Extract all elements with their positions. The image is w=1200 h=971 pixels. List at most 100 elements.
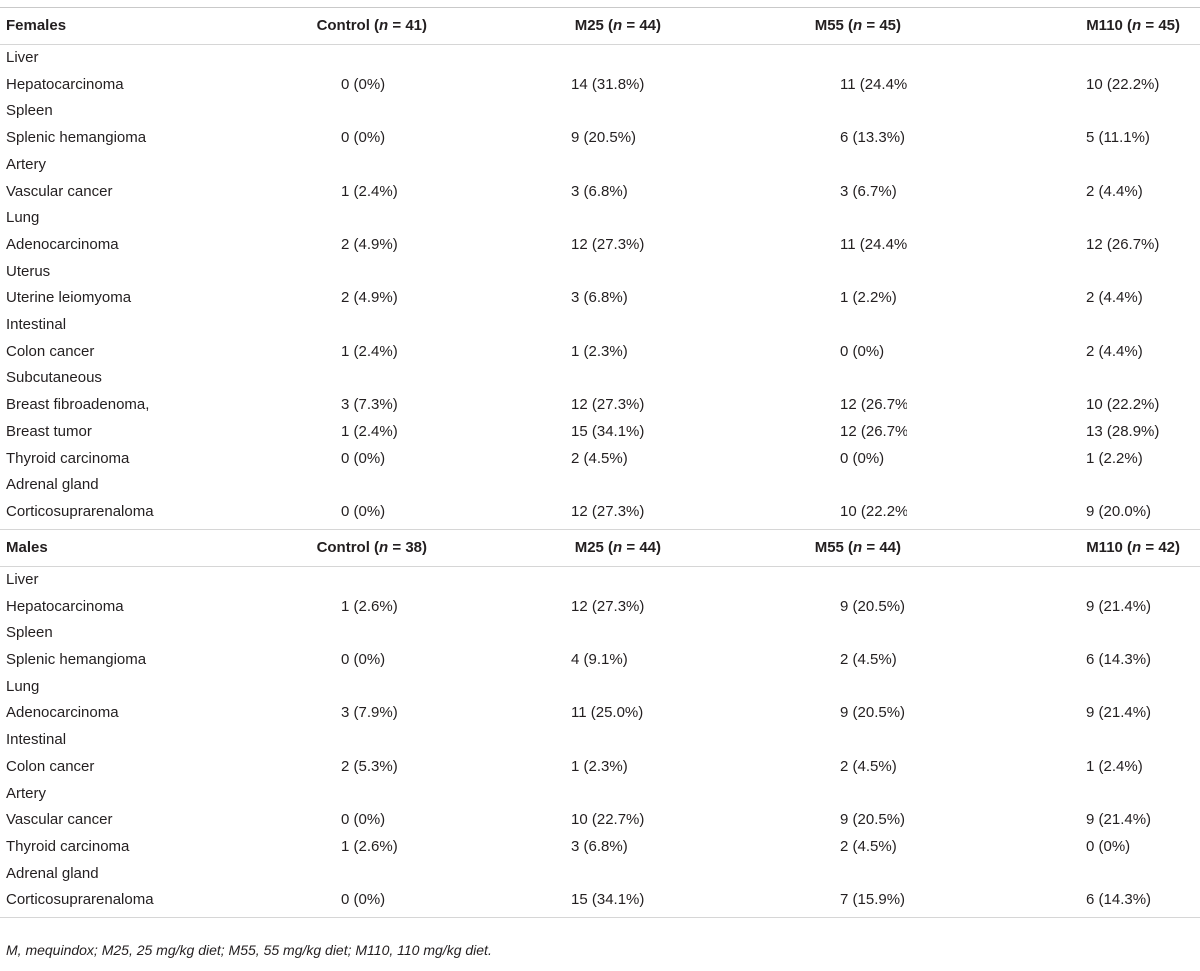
incidence-cell: 9 (20.0%) — [907, 498, 1200, 530]
incidence-cell: 12 (26.7%) — [1086, 235, 1160, 253]
males-header-row: Males Control (n = 38) M25 (n = 44) M55 (n … — [0, 528, 1200, 567]
incidence-cell — [907, 205, 1200, 232]
incidence-cell: 3 (6.8%) — [571, 289, 628, 307]
incidence-cell: 0 (0%) — [840, 449, 885, 467]
incidence-cell: 9 (21.4%) — [1086, 597, 1152, 615]
incidence-cell: 0 (0%) — [230, 498, 427, 530]
tumor-label: Hepatocarcinoma — [6, 75, 124, 93]
incidence-cell — [230, 566, 427, 593]
incidence-cell: 0 (0%) — [840, 342, 885, 360]
incidence-cell: 15 (34.1%) — [571, 422, 645, 440]
incidence-cell — [230, 674, 427, 701]
incidence-cell — [667, 205, 907, 232]
organ-row: Spleen — [0, 98, 1200, 125]
table-row: Breast fibroadenoma, 3 (7.3%) 12 (27.3%) 12… — [0, 392, 1200, 419]
incidence-cell — [230, 620, 427, 647]
incidence-cell: 9 (20.5%) — [840, 597, 906, 615]
incidence-cell: 11 (24.4%) — [840, 75, 907, 93]
incidence-cell: 9 (20.5%) — [571, 129, 637, 147]
incidence-cell: 0 (0%) — [341, 129, 386, 147]
incidence-cell — [907, 152, 1200, 179]
tumor-label: Uterine leiomyoma — [6, 289, 132, 307]
incidence-cell: 1 (2.3%) — [571, 757, 628, 775]
incidence-cell: 2 (4.4%) — [1086, 182, 1143, 200]
females-column-header: M25 (n = 44) — [427, 8, 667, 45]
incidence-cell: 6 (13.3%) — [840, 129, 906, 147]
incidence-cell — [667, 98, 907, 125]
incidence-cell: 1 (2.3%) — [571, 342, 628, 360]
incidence-cell — [427, 259, 667, 286]
incidence-cell: 6 (14.3%) — [907, 887, 1200, 919]
incidence-cell — [427, 781, 667, 808]
tumor-label: Breast tumor — [6, 422, 92, 440]
incidence-cell: 10 (22.2%) — [1086, 75, 1160, 93]
incidence-cell — [230, 205, 427, 232]
tumor-label: Adenocarcinoma — [6, 704, 119, 722]
incidence-cell — [667, 259, 907, 286]
incidence-cell — [230, 365, 427, 392]
males-section-title: Males — [0, 528, 230, 567]
incidence-cell: 2 (4.5%) — [840, 651, 897, 669]
incidence-cell: 1 (2.6%) — [341, 837, 398, 855]
organ-row: Intestinal — [0, 727, 1200, 754]
organ-label: Intestinal — [6, 731, 67, 749]
incidence-cell — [230, 45, 427, 72]
incidence-cell: 11 (24.4%) — [840, 235, 907, 253]
incidence-cell — [230, 727, 427, 754]
incidence-cell: 2 (4.5%) — [840, 757, 897, 775]
organ-row: Subcutaneous — [0, 365, 1200, 392]
incidence-cell — [427, 45, 667, 72]
table-row: Colon cancer 1 (2.4%) 1 (2.3%) 0 (0%) 2 (4.4… — [0, 339, 1200, 366]
incidence-cell — [230, 312, 427, 339]
organ-row: Lung — [0, 674, 1200, 701]
incidence-cell — [667, 312, 907, 339]
incidence-cell — [667, 781, 907, 808]
incidence-cell — [907, 674, 1200, 701]
table-row: Uterine leiomyoma 2 (4.9%) 3 (6.8%) 1 (2.2%… — [0, 285, 1200, 312]
organ-label: Uterus — [6, 262, 51, 280]
females-column-header: M55 (n = 45) — [667, 8, 907, 45]
incidence-cell: 9 (20.5%) — [840, 811, 906, 829]
incidence-cell — [427, 861, 667, 888]
organ-row: Artery — [0, 781, 1200, 808]
incidence-cell: 1 (2.4%) — [341, 182, 398, 200]
incidence-cell: 7 (15.9%) — [667, 887, 907, 919]
incidence-cell: 0 (0%) — [341, 651, 386, 669]
incidence-cell: 2 (4.4%) — [1086, 289, 1143, 307]
organ-row: Lung — [0, 205, 1200, 232]
tumor-label: Splenic hemangioma — [6, 129, 147, 147]
incidence-cell — [667, 727, 907, 754]
incidence-cell: 1 (2.2%) — [840, 289, 897, 307]
incidence-cell: 0 (0%) — [341, 449, 386, 467]
tumor-label: Corticosuprarenaloma — [0, 498, 230, 530]
table-row: Thyroid carcinoma 1 (2.6%) 3 (6.8%) 2 (4.5%… — [0, 834, 1200, 861]
incidence-cell — [230, 861, 427, 888]
tumor-label: Thyroid carcinoma — [6, 449, 130, 467]
incidence-cell: 0 (0%) — [230, 887, 427, 919]
incidence-cell — [907, 312, 1200, 339]
organ-label: Adrenal gland — [6, 476, 99, 494]
organ-row: Artery — [0, 152, 1200, 179]
incidence-cell — [667, 674, 907, 701]
tumor-label: Colon cancer — [6, 342, 95, 360]
incidence-cell — [230, 259, 427, 286]
incidence-cell: 2 (4.5%) — [571, 449, 628, 467]
incidence-cell — [907, 259, 1200, 286]
incidence-cell: 12 (27.3%) — [571, 396, 645, 414]
males-column-header: M110 (n = 42) — [907, 528, 1200, 567]
incidence-cell — [667, 365, 907, 392]
incidence-cell — [427, 205, 667, 232]
incidence-cell: 15 (34.1%) — [427, 887, 667, 919]
incidence-cell: 10 (22.2%) — [667, 498, 907, 530]
incidence-cell: 1 (2.4%) — [341, 342, 398, 360]
organ-label: Liver — [6, 570, 39, 588]
table-row: Hepatocarcinoma 0 (0%) 14 (31.8%) 11 (24.4%… — [0, 72, 1200, 99]
organ-row: Uterus — [0, 259, 1200, 286]
incidence-cell: 1 (2.4%) — [1086, 757, 1143, 775]
incidence-cell — [907, 861, 1200, 888]
incidence-cell: 6 (14.3%) — [1086, 651, 1152, 669]
incidence-cell: 9 (21.4%) — [1086, 704, 1152, 722]
incidence-cell — [907, 727, 1200, 754]
incidence-cell — [907, 620, 1200, 647]
